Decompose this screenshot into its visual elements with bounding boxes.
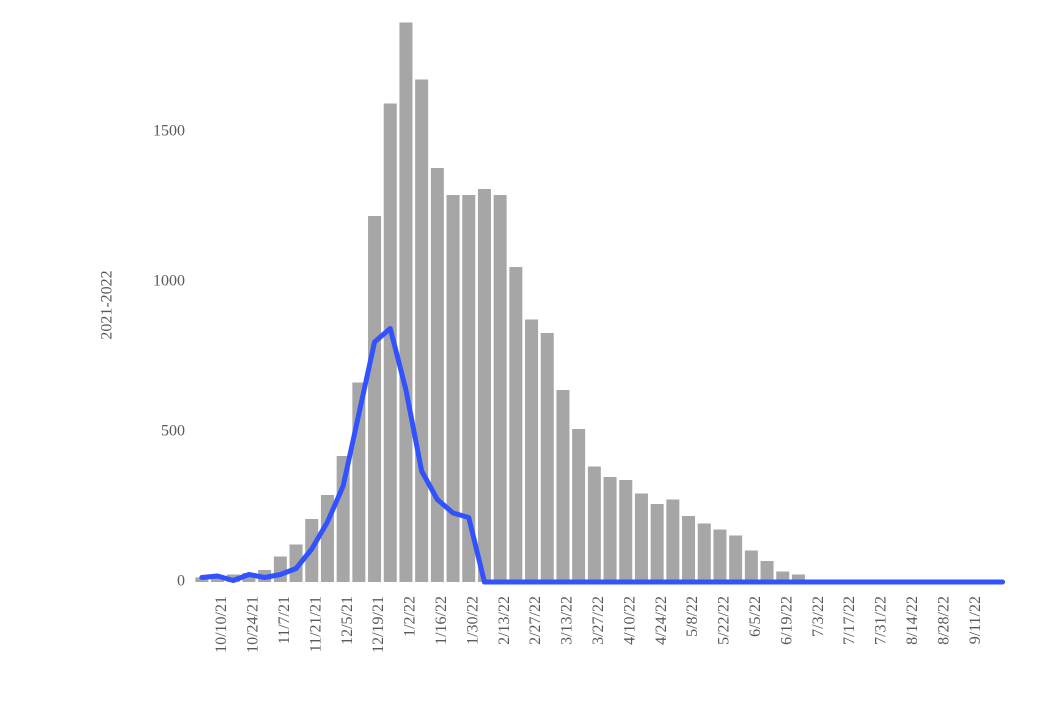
- x-tick-label: 10/10/21: [213, 596, 230, 653]
- bar: [791, 574, 805, 582]
- bar: [368, 216, 382, 582]
- bar: [666, 499, 680, 582]
- bar: [415, 79, 429, 582]
- x-tick-label: 7/17/22: [841, 596, 858, 645]
- bar: [462, 195, 476, 582]
- x-tick-label: 10/24/21: [245, 596, 262, 653]
- x-tick-label: 12/19/21: [370, 596, 387, 653]
- bar: [493, 195, 507, 582]
- bar: [634, 493, 648, 582]
- y-tick-label: 0: [177, 573, 185, 590]
- x-tick-label: 5/8/22: [684, 596, 701, 637]
- x-tick-label: 4/10/22: [621, 596, 638, 645]
- bar: [211, 576, 225, 582]
- x-tick-label: 3/27/22: [590, 596, 607, 645]
- x-tick-label: 1/2/22: [402, 596, 419, 637]
- bar: [619, 480, 633, 582]
- x-tick-label: 11/21/21: [307, 596, 324, 652]
- bar: [682, 516, 696, 582]
- bar: [477, 189, 491, 582]
- x-tick-label: 6/5/22: [747, 596, 764, 637]
- bar: [776, 571, 790, 582]
- x-tick-label: 3/13/22: [559, 596, 576, 645]
- bar: [587, 466, 601, 582]
- x-tick-label: 1/30/22: [464, 596, 481, 645]
- bar: [556, 390, 570, 582]
- bar: [430, 168, 444, 582]
- bar: [383, 103, 397, 582]
- bar: [289, 544, 303, 582]
- y-tick-label: 1000: [153, 273, 185, 290]
- bar: [540, 333, 554, 582]
- x-tick-label: 9/11/22: [967, 596, 984, 644]
- y-tick-label: 500: [161, 423, 185, 440]
- bar: [525, 319, 539, 582]
- bar: [713, 529, 727, 582]
- x-tick-label: 6/19/22: [778, 596, 795, 645]
- bar: [273, 556, 287, 582]
- bar: [603, 477, 617, 582]
- x-tick-label: 7/3/22: [810, 596, 827, 637]
- y-axis-label: 2021-2022: [99, 270, 116, 339]
- bar: [697, 523, 711, 582]
- x-tick-label: 1/16/22: [433, 596, 450, 645]
- bar: [446, 195, 460, 582]
- bar: [572, 429, 586, 582]
- line: [199, 326, 1006, 585]
- bar: [509, 267, 523, 582]
- x-tick-label: 8/28/22: [935, 596, 952, 645]
- x-tick-label: 12/5/21: [339, 596, 356, 645]
- bar: [760, 561, 774, 582]
- bar: [729, 535, 743, 582]
- x-tick-label: 2/13/22: [496, 596, 513, 645]
- x-tick-label: 8/14/22: [904, 596, 921, 645]
- x-tick-label: 4/24/22: [653, 596, 670, 645]
- y-tick-label: 1500: [153, 123, 185, 140]
- bar: [242, 573, 256, 582]
- bar: [650, 504, 664, 582]
- x-tick-label: 2/27/22: [527, 596, 544, 645]
- x-tick-label: 7/31/22: [873, 596, 890, 645]
- x-tick-label: 11/7/21: [276, 596, 293, 644]
- bar: [744, 550, 758, 582]
- bar: [399, 22, 413, 582]
- x-tick-label: 5/22/22: [716, 596, 733, 645]
